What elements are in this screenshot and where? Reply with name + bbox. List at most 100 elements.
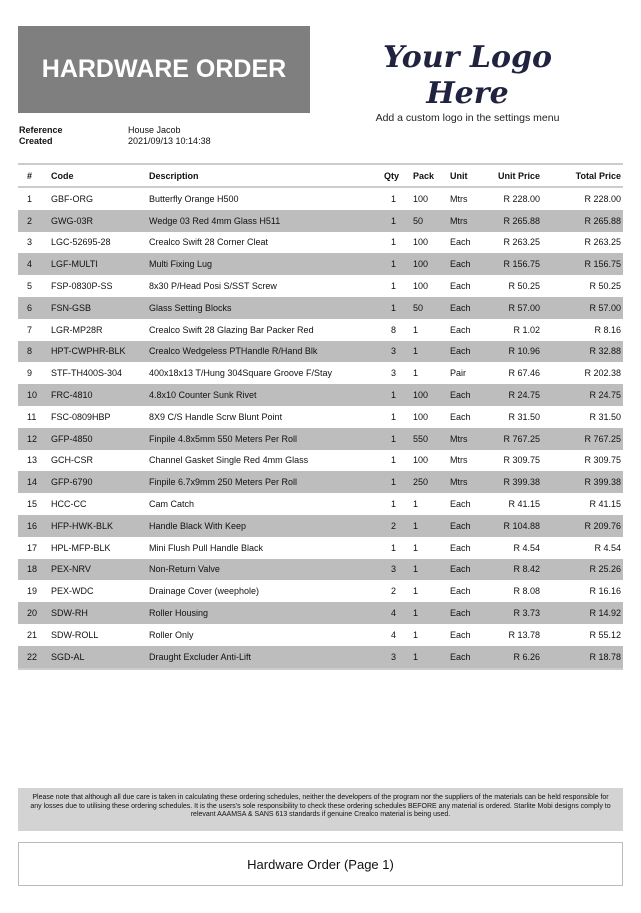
cell-number: 12 <box>27 433 38 444</box>
cell-unit-price: R 767.25 <box>503 433 540 444</box>
cell-number: 15 <box>27 499 38 510</box>
cell-code: LGC-52695-28 <box>51 237 111 248</box>
table-row: 19 PEX-WDC Drainage Cover (weephole) 2 1 Each… <box>18 580 623 602</box>
cell-pack: 50 <box>413 215 424 226</box>
cell-qty: 1 <box>390 237 396 248</box>
table-bottom-rule <box>18 667 623 670</box>
table-row: 6 FSN-GSB Glass Setting Blocks 1 50 Each R 57.… <box>18 296 623 319</box>
cell-code: FRC-4810 <box>51 390 93 401</box>
cell-code: PEX-NRV <box>51 564 91 575</box>
table-row: 7 LGR-MP28R Crealco Swift 28 Glazing Bar P… <box>18 319 623 341</box>
cell-code: HPT-CWPHR-BLK <box>51 346 126 357</box>
table-row: 16 HFP-HWK-BLK Handle Black With Keep 2 1 Eac… <box>18 514 623 537</box>
cell-unit: Each <box>450 629 471 640</box>
cell-qty: 3 <box>390 368 396 379</box>
cell-description: Non-Return Valve <box>149 564 220 575</box>
cell-description: 4.8x10 Counter Sunk Rivet <box>149 390 257 401</box>
cell-unit-price: R 13.78 <box>508 629 540 640</box>
cell-description: 400x18x13 T/Hung 304Square Groove F/Stay <box>149 368 332 379</box>
table-row: 18 PEX-NRV Non-Return Valve 3 1 Each R 8.42 R 2… <box>18 558 623 581</box>
cell-unit: Each <box>450 608 471 619</box>
cell-total-price: R 16.16 <box>589 586 621 597</box>
cell-number: 17 <box>27 542 38 553</box>
cell-unit-price: R 31.50 <box>508 411 540 422</box>
header-col-pack: Pack <box>413 170 435 181</box>
cell-description: Drainage Cover (weephole) <box>149 586 260 597</box>
header-col-number: # <box>27 170 33 181</box>
table-row: 22 SGD-AL Draught Excluder Anti-Lift 3 1 Each… <box>18 645 623 668</box>
cell-code: SDW-RH <box>51 608 88 619</box>
cell-code: HPL-MFP-BLK <box>51 542 111 553</box>
cell-number: 21 <box>27 629 38 640</box>
document-title: HARDWARE ORDER <box>18 26 310 113</box>
cell-description: Crealco Swift 28 Glazing Bar Packer Red <box>149 324 314 335</box>
cell-unit-price: R 57.00 <box>508 302 540 313</box>
logo-subtitle: Add a custom logo in the settings menu <box>375 112 560 124</box>
table-row: 2 GWG-03R Wedge 03 Red 4mm Glass H511 1 50 Mt… <box>18 209 623 232</box>
cell-pack: 1 <box>413 564 419 575</box>
cell-total-price: R 57.00 <box>589 302 621 313</box>
cell-description: Finpile 4.8x5mm 550 Meters Per Roll <box>149 433 298 444</box>
cell-unit-price: R 50.25 <box>508 281 540 292</box>
cell-number: 9 <box>27 368 33 379</box>
cell-pack: 100 <box>413 390 429 401</box>
cell-code: HCC-CC <box>51 499 87 510</box>
header-col-unit: Unit <box>450 170 468 181</box>
cell-code: LGF-MULTI <box>51 259 98 270</box>
cell-pack: 100 <box>413 259 429 270</box>
cell-total-price: R 263.25 <box>584 237 621 248</box>
cell-pack: 1 <box>413 368 419 379</box>
table-row: 3 LGC-52695-28 Crealco Swift 28 Corner Cle… <box>18 232 623 254</box>
cell-pack: 50 <box>413 302 424 313</box>
cell-number: 10 <box>27 390 38 401</box>
cell-total-price: R 50.25 <box>589 281 621 292</box>
cell-unit: Mtrs <box>450 455 468 466</box>
cell-number: 19 <box>27 586 38 597</box>
cell-code: SDW-ROLL <box>51 629 99 640</box>
cell-qty: 1 <box>390 542 396 553</box>
cell-unit: Each <box>450 651 471 662</box>
cell-qty: 1 <box>390 281 396 292</box>
cell-code: FSC-0809HBP <box>51 411 111 422</box>
cell-unit-price: R 228.00 <box>503 193 540 204</box>
cell-code: STF-TH400S-304 <box>51 368 123 379</box>
table-row: 8 HPT-CWPHR-BLK Crealco Wedgeless PTHandle… <box>18 340 623 363</box>
cell-pack: 100 <box>413 411 429 422</box>
cell-qty: 1 <box>390 302 396 313</box>
cell-number: 2 <box>27 215 33 226</box>
table-row: 12 GFP-4850 Finpile 4.8x5mm 550 Meters Per… <box>18 427 623 450</box>
cell-pack: 250 <box>413 477 429 488</box>
cell-unit-price: R 156.75 <box>503 259 540 270</box>
cell-number: 1 <box>27 193 33 204</box>
cell-description: Glass Setting Blocks <box>149 302 232 313</box>
cell-pack: 550 <box>413 433 429 444</box>
cell-code: LGR-MP28R <box>51 324 103 335</box>
cell-description: Cam Catch <box>149 499 195 510</box>
cell-pack: 100 <box>413 455 429 466</box>
cell-unit-price: R 399.38 <box>503 477 540 488</box>
cell-total-price: R 209.76 <box>584 520 621 531</box>
cell-unit-price: R 67.46 <box>508 368 540 379</box>
cell-pack: 1 <box>413 324 419 335</box>
cell-pack: 1 <box>413 542 419 553</box>
cell-unit: Each <box>450 520 471 531</box>
cell-number: 11 <box>27 411 37 422</box>
cell-total-price: R 41.15 <box>589 499 621 510</box>
table-row: 10 FRC-4810 4.8x10 Counter Sunk Rivet 1 100 E… <box>18 384 623 406</box>
header-col-description: Description <box>149 170 199 181</box>
cell-unit: Each <box>450 542 471 553</box>
cell-qty: 4 <box>390 629 396 640</box>
table-row: 17 HPL-MFP-BLK Mini Flush Pull Handle Blac… <box>18 537 623 559</box>
cell-description: Finpile 6.7x9mm 250 Meters Per Roll <box>149 477 298 488</box>
table-row: 21 SDW-ROLL Roller Only 4 1 Each R 13.78 R 55.1… <box>18 624 623 646</box>
cell-unit: Mtrs <box>450 477 468 488</box>
cell-pack: 1 <box>413 520 419 531</box>
cell-description: Butterfly Orange H500 <box>149 193 239 204</box>
cell-code: GCH-CSR <box>51 455 93 466</box>
cell-unit-price: R 263.25 <box>503 237 540 248</box>
created-value: 2021/09/13 10:14:38 <box>128 136 211 146</box>
cell-description: Wedge 03 Red 4mm Glass H511 <box>149 215 281 226</box>
table-row: 20 SDW-RH Roller Housing 4 1 Each R 3.73 R 14.9… <box>18 602 623 624</box>
cell-qty: 8 <box>390 324 396 335</box>
cell-number: 4 <box>27 259 33 270</box>
